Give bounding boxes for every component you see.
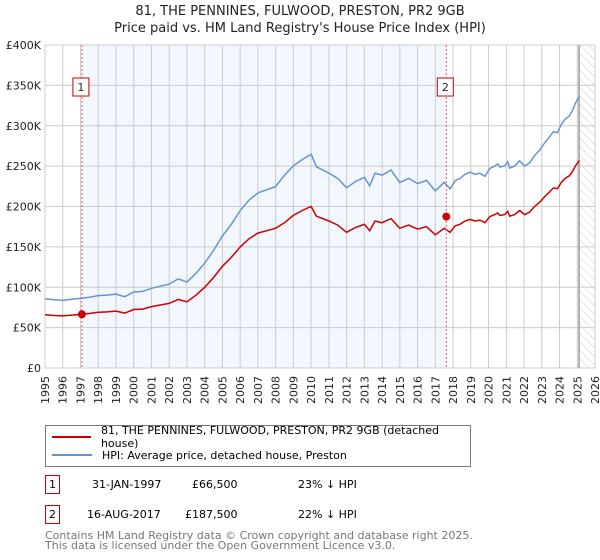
x-tick-label: 2019	[465, 376, 478, 404]
x-tick-label: 2021	[500, 376, 513, 404]
x-tick-label: 2005	[216, 376, 229, 404]
y-tick-label: £300K	[6, 120, 42, 133]
x-tick-label: 2004	[199, 376, 212, 404]
x-tick-label: 2008	[270, 376, 283, 404]
x-tick-label: 2010	[305, 376, 318, 404]
sale-date: 16-AUG-2017	[87, 508, 161, 521]
x-tick-label: 2006	[234, 376, 247, 404]
chart-subtitle: Price paid vs. HM Land Registry's House …	[114, 21, 486, 36]
x-tick-label: 2001	[145, 376, 158, 404]
x-tick-label: 2012	[341, 376, 354, 404]
y-tick-label: £100K	[6, 281, 42, 294]
hpi-line	[44, 95, 580, 302]
sale-badge: 1	[45, 475, 60, 494]
sale-label-box	[436, 77, 454, 97]
x-tick-label: 2000	[128, 376, 141, 404]
sale-badge: 2	[45, 505, 60, 524]
x-tick-label: 2022	[518, 376, 531, 404]
x-tick-label: 2007	[252, 376, 265, 404]
legend-label: HPI: Average price, detached house, Pres…	[102, 448, 347, 462]
legend-item-hpi: HPI: Average price, detached house, Pres…	[46, 447, 347, 463]
y-tick-label: £150K	[6, 241, 42, 254]
x-tick-label: 1998	[92, 376, 105, 404]
x-tick-label: 2015	[394, 376, 407, 404]
sale-delta: 22% ↓ HPI	[298, 508, 357, 521]
legend: 81, THE PENNINES, FULWOOD, PRESTON, PR2 …	[45, 424, 471, 467]
sale-point	[77, 310, 86, 319]
sale-price: £66,500	[192, 478, 238, 491]
x-tick-label: 2017	[429, 376, 442, 404]
x-tick-label: 2003	[181, 376, 194, 404]
x-tick-label: 2023	[536, 376, 549, 404]
x-tick-label: 2020	[483, 376, 496, 404]
sale-row: 1 31-JAN-1997 £66,500 23% ↓ HPI	[45, 475, 475, 495]
sale-label: 1	[77, 81, 84, 94]
y-tick-label: £50K	[13, 322, 42, 335]
y-tick-label: £400K	[6, 39, 42, 52]
x-tick-label: 2016	[412, 376, 425, 404]
legend-label: 81, THE PENNINES, FULWOOD, PRESTON, PR2 …	[100, 424, 439, 450]
x-tick-label: 1995	[39, 376, 52, 404]
legend-swatch-red	[52, 436, 91, 438]
sale-date: 31-JAN-1997	[92, 478, 162, 491]
footer: Contains HM Land Registry data © Crown c…	[45, 529, 473, 552]
sale-label-box	[72, 77, 90, 97]
footer-licence: This data is licensed under the Open Gov…	[45, 539, 396, 552]
price-chart: 1995 1996 1997 1998 1999 2000 2001 2002 2003 2004…	[6, 39, 600, 404]
sale-delta: 23% ↓ HPI	[298, 478, 357, 491]
legend-item-property: 81, THE PENNINES, FULWOOD, PRESTON, PR2 …	[46, 424, 470, 450]
sale-point	[442, 212, 451, 221]
sale-label: 2	[442, 81, 449, 94]
x-tick-label: 1996	[57, 376, 70, 404]
chart-title: 81, THE PENNINES, FULWOOD, PRESTON, PR2 …	[135, 4, 465, 19]
x-tick-label: 2013	[358, 376, 371, 404]
x-tick-label: 2025	[571, 376, 584, 404]
x-tick-label: 2026	[589, 376, 600, 404]
x-tick-label: 2011	[323, 376, 336, 404]
x-tick-label: 2024	[554, 376, 567, 404]
x-tick-label: 2002	[163, 376, 176, 404]
legend-swatch-blue	[52, 454, 92, 456]
sale-price: £187,500	[185, 508, 238, 521]
price-paid-line	[44, 160, 580, 317]
x-tick-label: 1999	[110, 376, 123, 404]
y-tick-label: £200K	[6, 201, 42, 214]
sale-row: 2 16-AUG-2017 £187,500 22% ↓ HPI	[45, 505, 475, 525]
x-tick-label: 2018	[447, 376, 460, 404]
y-tick-label: £0	[27, 362, 41, 375]
y-tick-label: £350K	[6, 79, 42, 92]
y-tick-label: £250K	[6, 160, 42, 173]
x-tick-label: 2014	[376, 376, 389, 404]
footer-copyright: Contains HM Land Registry data © Crown c…	[45, 529, 473, 542]
x-tick-label: 2009	[287, 376, 300, 404]
x-tick-label: 1997	[74, 376, 87, 404]
